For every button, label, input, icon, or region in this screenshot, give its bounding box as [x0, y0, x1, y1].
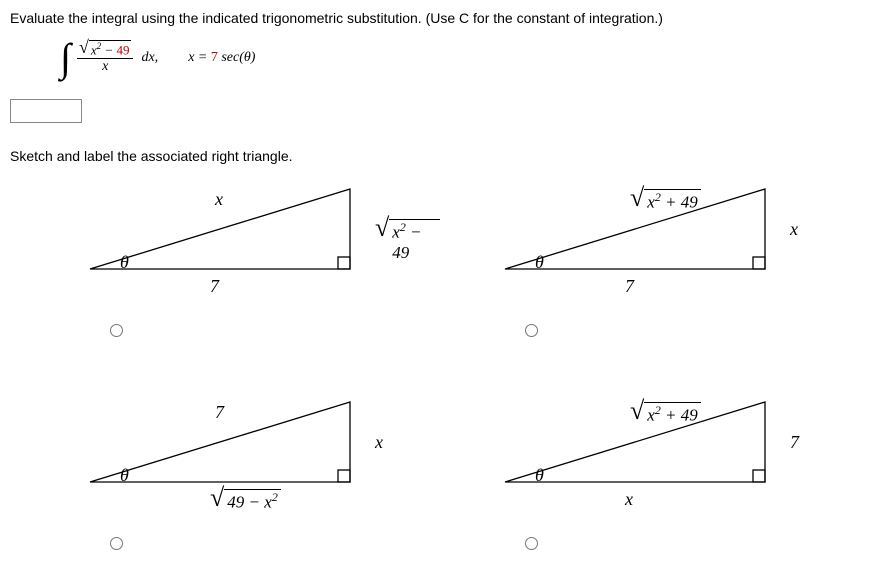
opposite-label: x	[790, 219, 798, 240]
answer-input[interactable]	[10, 99, 82, 123]
triangle-diagram: θ √x2 + 49 x 7	[485, 174, 855, 314]
triangle-diagram: θ √x2 + 49 7 x	[485, 387, 855, 527]
triangle-option: θ 7 x √49 − x2	[70, 387, 465, 550]
opposite-label: 7	[790, 432, 799, 453]
option-radio[interactable]	[110, 537, 123, 550]
theta-label: θ	[535, 252, 544, 273]
adjacent-label: 7	[625, 276, 634, 297]
triangle-option: θ √x2 + 49 x 7	[485, 174, 880, 337]
hypotenuse-label: x	[215, 189, 223, 210]
theta-label: θ	[535, 465, 544, 486]
subst-lhs: x =	[188, 50, 211, 65]
hypotenuse-label: √x2 + 49	[630, 402, 701, 426]
question-text: Evaluate the integral using the indicate…	[10, 10, 880, 26]
theta-label: θ	[120, 465, 129, 486]
opposite-label: √x2 − 49	[375, 219, 440, 263]
denominator: x	[100, 59, 110, 75]
integral-expression: ∫ √x2 − 49 x dx, x = 7 sec(θ)	[60, 34, 880, 81]
hypotenuse-label: √x2 + 49	[630, 189, 701, 213]
subst-rhs: sec(θ)	[218, 50, 256, 65]
theta-label: θ	[120, 252, 129, 273]
option-radio[interactable]	[525, 537, 538, 550]
triangle-diagram: θ 7 x √49 − x2	[70, 387, 440, 527]
adjacent-label: √49 − x2	[210, 489, 281, 513]
subst-coef: 7	[211, 50, 218, 65]
triangle-option: θ √x2 + 49 7 x	[485, 387, 880, 550]
adjacent-label: x	[625, 489, 633, 510]
hypotenuse-label: 7	[215, 402, 224, 423]
substitution: x = 7 sec(θ)	[188, 50, 255, 66]
options-grid: θ x √x2 − 49 7 θ √x2 + 49 x 7 θ 7 x √49 …	[70, 174, 880, 550]
opposite-label: x	[375, 432, 383, 453]
radicand-const: 49	[116, 42, 129, 57]
triangle-diagram: θ x √x2 − 49 7	[70, 174, 440, 314]
sub-question-text: Sketch and label the associated right tr…	[10, 148, 880, 164]
adjacent-label: 7	[210, 276, 219, 297]
option-radio[interactable]	[110, 324, 123, 337]
option-radio[interactable]	[525, 324, 538, 337]
triangle-option: θ x √x2 − 49 7	[70, 174, 465, 337]
dx: dx,	[141, 50, 158, 66]
